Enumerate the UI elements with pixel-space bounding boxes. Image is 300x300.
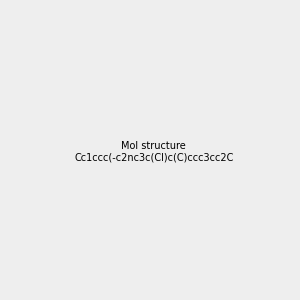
Text: Mol structure
Cc1ccc(-c2nc3c(Cl)c(C)ccc3cc2C: Mol structure Cc1ccc(-c2nc3c(Cl)c(C)ccc3… bbox=[74, 141, 233, 162]
